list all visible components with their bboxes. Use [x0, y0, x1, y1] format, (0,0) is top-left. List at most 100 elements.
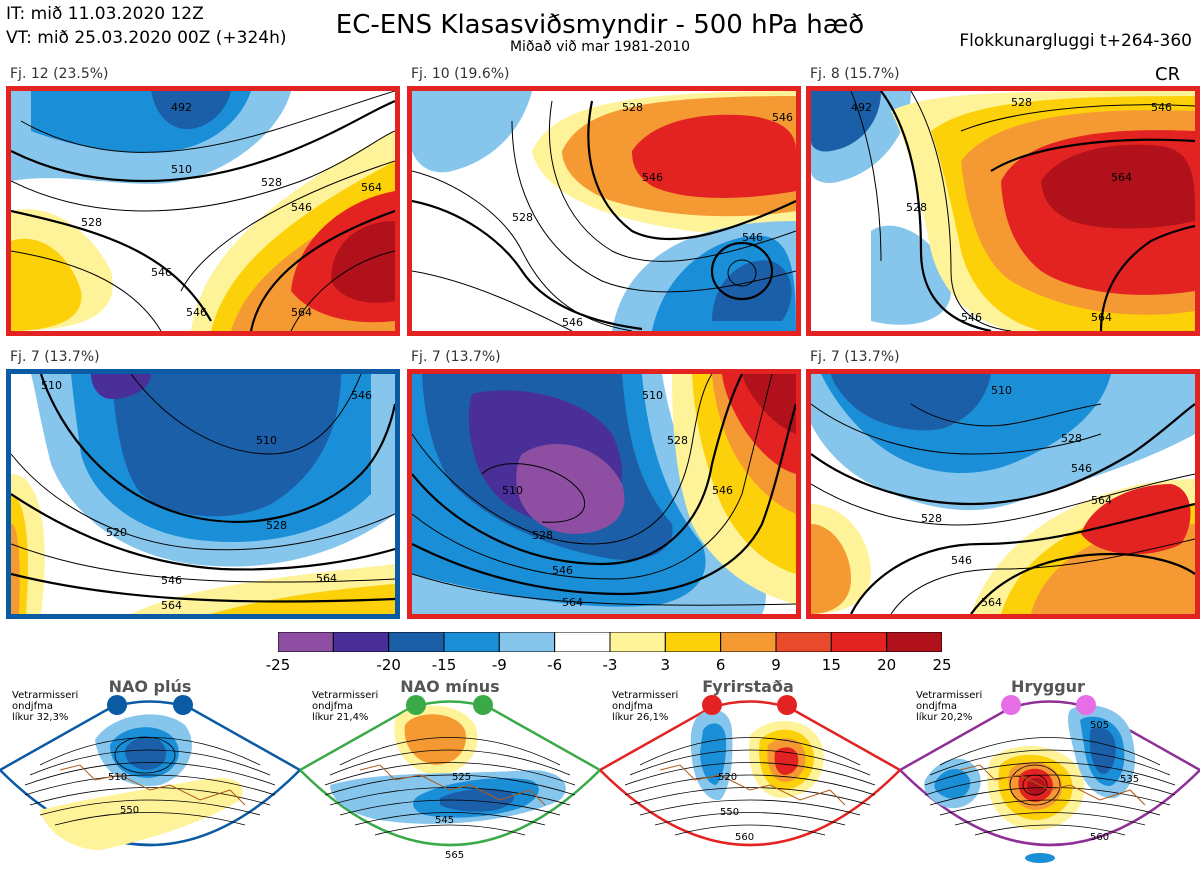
contour-label: 528 — [532, 529, 553, 542]
contour-label: 535 — [1120, 774, 1139, 785]
regime-dot — [173, 695, 193, 715]
colorbar-swatch — [664, 632, 722, 652]
colorbar-swatch — [886, 632, 942, 652]
colorbar-swatch — [554, 632, 611, 652]
contour-label: 510 — [108, 772, 127, 783]
classification-window: Flokkunargluggi t+264-360 — [959, 31, 1192, 51]
contour-label: 546 — [351, 389, 372, 402]
colorbar-swatch — [443, 632, 500, 652]
regime-ridge-map[interactable]: 505 535 560 — [900, 690, 1200, 871]
regime-dot — [702, 695, 722, 715]
contour-label: 510 — [171, 163, 192, 176]
contour-label: 525 — [452, 772, 471, 783]
colorbar-swatch — [388, 632, 445, 652]
cluster-map-5[interactable]: 510 528 546 510 528 546 564 — [407, 369, 801, 619]
contour-label: 546 — [1151, 101, 1172, 114]
contour-label: 546 — [562, 316, 583, 329]
cluster-map-2[interactable]: 528 546 528 546 546 546 — [407, 86, 801, 336]
contour-label: 546 — [742, 231, 763, 244]
regime-nao-minus-note: Vetrarmisseri ondjfma líkur 21,4% — [312, 690, 379, 723]
colorbar-swatch — [720, 632, 777, 652]
contour-label: 564 — [291, 306, 312, 319]
contour-label: 510 — [991, 384, 1012, 397]
colorbar-swatch — [609, 632, 666, 652]
colorbar-swatch — [332, 632, 390, 652]
colorbar-tick-label: -15 — [431, 656, 457, 674]
page-title: EC-ENS Klasasviðsmyndir - 500 hPa hæð — [335, 10, 865, 40]
colorbar-swatch — [830, 632, 888, 652]
regime-ridge-title: Hryggur — [1011, 677, 1085, 696]
regime-dot — [473, 695, 493, 715]
contour-label: 546 — [1071, 462, 1092, 475]
regime-dot — [107, 695, 127, 715]
colorbar-swatch — [498, 632, 556, 652]
regime-dot — [1076, 695, 1096, 715]
contour-label: 564 — [562, 596, 583, 609]
panel-4-label: Fj. 7 (13.7%) — [10, 349, 100, 365]
regime-nao-plus-map[interactable]: 510 550 — [0, 690, 300, 871]
regime-nao-plus-note: Vetrarmisseri ondjfma líkur 32,3% — [12, 690, 79, 723]
contour-label: 528 — [906, 201, 927, 214]
colorbar-tick-label: -9 — [491, 656, 507, 674]
contour-label: 510 — [41, 379, 62, 392]
regime-nao-minus-map[interactable]: 525 545 565 — [300, 690, 600, 871]
contour-label: 564 — [361, 181, 382, 194]
contour-label: 528 — [921, 512, 942, 525]
contour-label: 550 — [720, 807, 739, 818]
regime-dot — [406, 695, 426, 715]
regime-nao-minus-title: NAO mínus — [400, 677, 500, 696]
contour-label: 510 — [642, 389, 663, 402]
panel-2-label: Fj. 10 (19.6%) — [411, 66, 510, 82]
cluster-map-1[interactable]: 492 510 528 546 564 528 546 546 564 — [6, 86, 400, 336]
contour-label: 546 — [712, 484, 733, 497]
contour-label: 546 — [642, 171, 663, 184]
contour-label: 564 — [1091, 494, 1112, 507]
contour-label: 545 — [435, 815, 454, 826]
contour-label: 505 — [1090, 720, 1109, 731]
regime-ridge-note: Vetrarmisseri ondjfma líkur 20,2% — [916, 690, 983, 723]
page-subtitle: Miðað við mar 1981-2010 — [509, 39, 691, 55]
colorbar-tick-label: -20 — [376, 656, 401, 674]
colorbar-tick-label: 25 — [932, 656, 952, 674]
panel-5-label: Fj. 7 (13.7%) — [411, 349, 501, 365]
colorbar-tick-label: -3 — [602, 656, 618, 674]
cr-label: CR — [1155, 64, 1181, 85]
contour-label: 546 — [291, 201, 312, 214]
contour-label: 546 — [772, 111, 793, 124]
contour-label: 546 — [186, 306, 207, 319]
panel-3-label: Fj. 8 (15.7%) — [810, 66, 900, 82]
contour-label: 528 — [266, 519, 287, 532]
regime-blocking-title: Fyrirstaða — [702, 677, 794, 696]
colorbar-tick-label: 3 — [660, 656, 671, 674]
contour-label: 492 — [171, 101, 192, 114]
panel-6-label: Fj. 7 (13.7%) — [810, 349, 900, 365]
regime-blocking-map[interactable]: 520 550 560 — [600, 690, 900, 871]
contour-label: 510 — [256, 434, 277, 447]
contour-label: 520 — [718, 772, 737, 783]
cluster-map-6[interactable]: 510 528 546 528 564 546 564 — [806, 369, 1200, 619]
contour-label: 564 — [1091, 311, 1112, 324]
contour-label: 520 — [106, 526, 127, 539]
contour-label: 565 — [445, 850, 464, 861]
anomaly-colorbar — [278, 632, 942, 652]
initial-time: IT: mið 11.03.2020 12Z — [6, 4, 204, 24]
colorbar-tick-label: 20 — [877, 656, 897, 674]
contour-label: 510 — [502, 484, 523, 497]
contour-label: 528 — [81, 216, 102, 229]
contour-label: 560 — [735, 832, 754, 843]
cluster-map-4[interactable]: 510 510 520 528 546 546 564 564 — [6, 369, 400, 619]
contour-label: 546 — [552, 564, 573, 577]
cluster-map-3[interactable]: 492 528 546 528 564 546 564 — [806, 86, 1200, 336]
regime-nao-plus-title: NAO plús — [108, 677, 192, 696]
colorbar-tick-label: -25 — [265, 656, 291, 674]
contour-label: 560 — [1090, 832, 1109, 843]
regime-blocking-note: Vetrarmisseri ondjfma líkur 26,1% — [612, 690, 679, 723]
contour-label: 564 — [316, 572, 337, 585]
colorbar-tick-label: 6 — [715, 656, 726, 674]
contour-label: 550 — [120, 805, 139, 816]
contour-label: 564 — [981, 596, 1002, 609]
contour-label: 546 — [961, 311, 982, 324]
contour-label: 528 — [512, 211, 533, 224]
valid-time: VT: mið 25.03.2020 00Z (+324h) — [6, 28, 287, 48]
contour-label: 564 — [1111, 171, 1132, 184]
